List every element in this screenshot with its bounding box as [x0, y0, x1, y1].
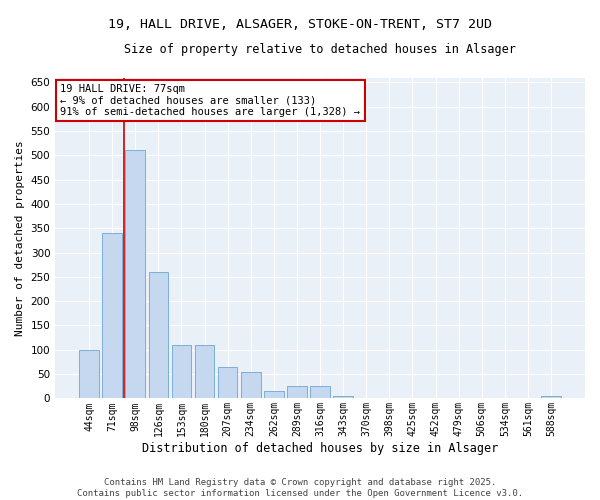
Bar [125, 150, 145, 398]
Text: 19 HALL DRIVE: 77sqm
← 9% of detached houses are smaller (133)
91% of semi-detac: 19 HALL DRIVE: 77sqm ← 9% of detached ho… [61, 84, 361, 117]
Bar [172, 345, 191, 399]
Bar [264, 391, 284, 398]
Bar [541, 396, 561, 398]
Bar [79, 350, 99, 399]
Bar [310, 386, 330, 398]
Bar [195, 345, 214, 399]
Bar [218, 367, 238, 398]
Bar [149, 272, 168, 398]
X-axis label: Distribution of detached houses by size in Alsager: Distribution of detached houses by size … [142, 442, 498, 455]
Bar [241, 372, 260, 398]
Bar [334, 396, 353, 398]
Y-axis label: Number of detached properties: Number of detached properties [15, 140, 25, 336]
Bar [287, 386, 307, 398]
Bar [103, 233, 122, 398]
Title: Size of property relative to detached houses in Alsager: Size of property relative to detached ho… [124, 42, 516, 56]
Text: 19, HALL DRIVE, ALSAGER, STOKE-ON-TRENT, ST7 2UD: 19, HALL DRIVE, ALSAGER, STOKE-ON-TRENT,… [108, 18, 492, 30]
Text: Contains HM Land Registry data © Crown copyright and database right 2025.
Contai: Contains HM Land Registry data © Crown c… [77, 478, 523, 498]
